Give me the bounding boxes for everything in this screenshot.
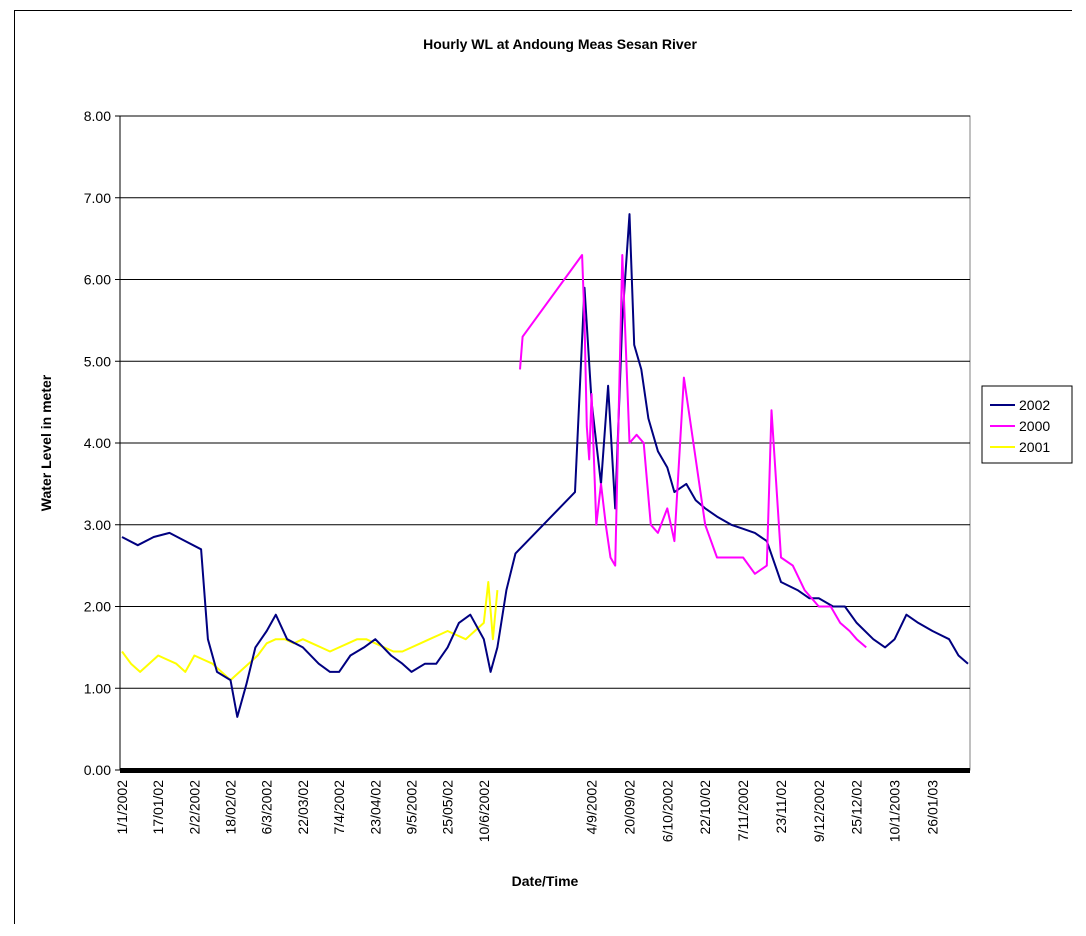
- chart-frame: Hourly WL at Andoung Meas Sesan River 0.…: [14, 10, 1072, 924]
- legend-label-2000: 2000: [1019, 418, 1050, 434]
- x-tick-label: 6/10/2002: [659, 780, 675, 842]
- x-tick-label: 22/10/02: [697, 780, 713, 835]
- x-tick-label: 10/6/2002: [476, 780, 492, 842]
- legend-label-2002: 2002: [1019, 397, 1050, 413]
- x-tick-label: 7/4/2002: [331, 780, 347, 835]
- x-tick-label: 9/12/2002: [811, 780, 827, 842]
- x-tick-label: 4/9/2002: [584, 780, 600, 835]
- chart-svg: Hourly WL at Andoung Meas Sesan River 0.…: [15, 11, 1073, 925]
- x-axis-baseline: [120, 768, 970, 773]
- y-tick-label: 6.00: [84, 272, 111, 288]
- x-tick-label: 20/09/02: [621, 780, 637, 835]
- x-tick-label: 25/12/02: [849, 780, 865, 835]
- chart-title: Hourly WL at Andoung Meas Sesan River: [423, 36, 697, 52]
- y-tick-label: 4.00: [84, 435, 111, 451]
- x-tick-label: 9/5/2002: [403, 780, 419, 835]
- x-tick-label: 22/03/02: [295, 780, 311, 835]
- x-tick-label: 26/01/03: [924, 780, 940, 835]
- y-tick-label: 8.00: [84, 108, 111, 124]
- x-tick-label: 18/02/02: [223, 780, 239, 835]
- y-axis-title: Water Level in meter: [38, 374, 54, 511]
- y-tick-label: 3.00: [84, 517, 111, 533]
- y-tick-label: 5.00: [84, 353, 111, 369]
- x-tick-label: 2/2/2002: [186, 780, 202, 835]
- legend: 2002 2000 2001: [982, 386, 1072, 463]
- x-tick-label: 1/1/2002: [114, 780, 130, 835]
- x-tick-label: 25/05/02: [440, 780, 456, 835]
- y-tick-label: 0.00: [84, 762, 111, 778]
- y-tick-label: 7.00: [84, 190, 111, 206]
- x-axis-title: Date/Time: [512, 873, 579, 889]
- x-tick-label: 10/1/2003: [887, 780, 903, 842]
- x-tick-label: 23/04/02: [367, 780, 383, 835]
- y-tick-label: 1.00: [84, 680, 111, 696]
- x-tick-label: 6/3/2002: [259, 780, 275, 835]
- x-tick-label: 17/01/02: [150, 780, 166, 835]
- x-tick-label: 7/11/2002: [735, 780, 751, 841]
- y-tick-label: 2.00: [84, 599, 111, 615]
- legend-label-2001: 2001: [1019, 439, 1050, 455]
- x-tick-label: 23/11/02: [773, 780, 789, 834]
